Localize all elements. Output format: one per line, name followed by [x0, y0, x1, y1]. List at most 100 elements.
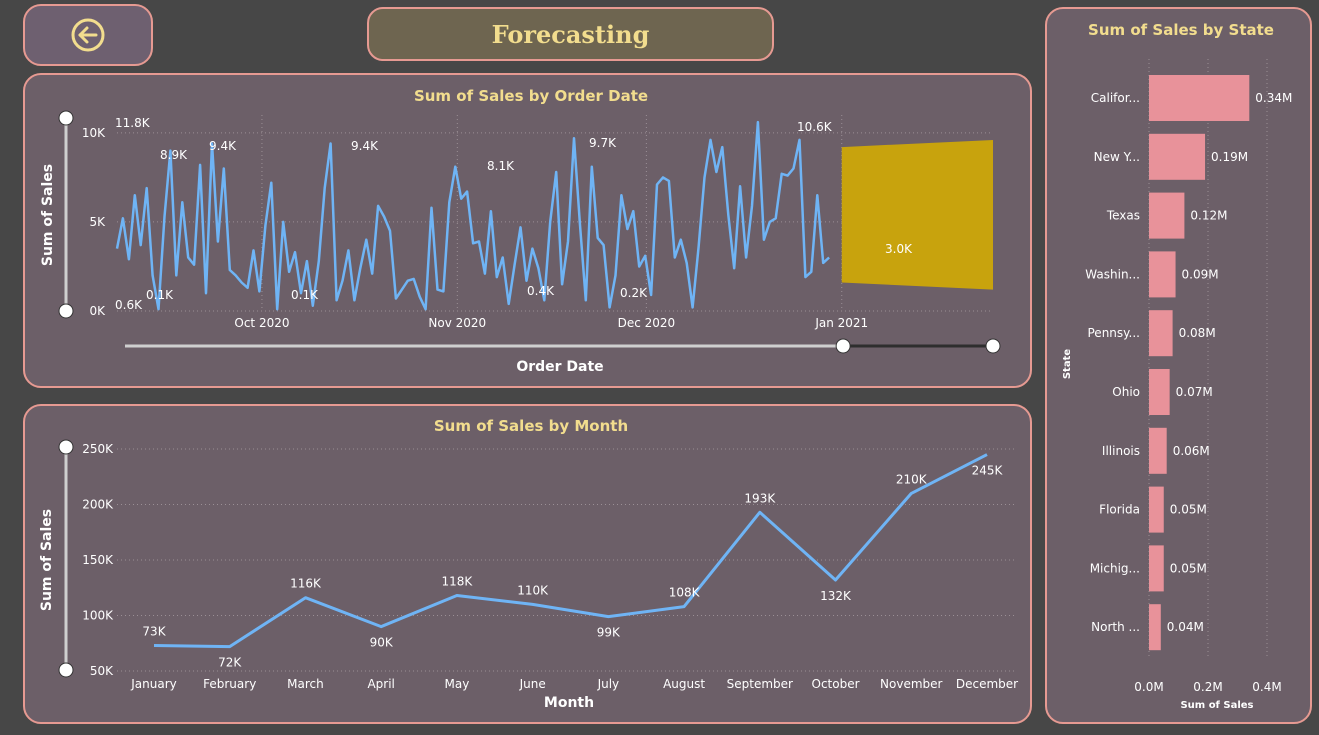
sales-line[interactable] — [115, 120, 830, 311]
x-tick-label: January — [130, 677, 177, 691]
bar-value-label: 0.05M — [1170, 503, 1207, 517]
state-bar[interactable] — [1149, 133, 1206, 180]
x-tick-label: Jan 2021 — [814, 316, 868, 330]
state-bar[interactable] — [1149, 604, 1161, 651]
data-label: 245K — [972, 464, 1004, 478]
state-label: Califor... — [1091, 91, 1140, 105]
data-label: 0.6K — [115, 298, 143, 312]
state-bar[interactable] — [1149, 486, 1164, 533]
data-label: 210K — [896, 472, 928, 486]
y-tick-label: 100K — [82, 609, 114, 623]
sales-by-month-chart[interactable]: Sum of Sales by Month 50K 100K 150K 200K 250… — [25, 406, 1030, 722]
data-label: 108K — [669, 586, 701, 600]
x-tick-label: April — [367, 677, 394, 691]
x-tick-label: Oct 2020 — [234, 316, 289, 330]
state-bar[interactable] — [1149, 310, 1173, 357]
x-tick-label: December — [956, 677, 1018, 691]
arrow-left-circle-icon — [71, 18, 105, 52]
data-label: 110K — [517, 583, 549, 597]
x-tick-label: July — [597, 677, 620, 691]
bar-value-label: 0.12M — [1190, 209, 1227, 223]
state-label: Michig... — [1090, 561, 1140, 575]
data-label: 9.7K — [589, 136, 617, 150]
y-axis-title: Sum of Sales — [39, 509, 55, 611]
x-axis-title: Month — [544, 695, 594, 711]
sales-line[interactable] — [153, 453, 988, 649]
data-label: 90K — [370, 636, 394, 650]
y-slider-top-handle[interactable] — [58, 439, 74, 455]
sales-by-order-date-panel[interactable]: Sum of Sales by Order Date 0K 5K 10K Oct 2… — [23, 73, 1032, 388]
x-tick-label: October — [812, 677, 860, 691]
x-slider-start-handle[interactable] — [835, 338, 851, 354]
state-label: North ... — [1091, 620, 1140, 634]
state-bar[interactable] — [1149, 251, 1176, 298]
y-tick-label: 5K — [89, 215, 106, 229]
y-tick-label: 250K — [82, 442, 114, 456]
state-bar[interactable] — [1149, 545, 1164, 592]
data-label: 72K — [218, 656, 242, 670]
x-tick-label: September — [727, 677, 793, 691]
x-tick-label: March — [287, 677, 324, 691]
state-label: Florida — [1099, 503, 1140, 517]
data-label: 0.1K — [291, 288, 319, 302]
sales-by-state-panel[interactable]: Sum of Sales by State Califor... 0.34M New… — [1045, 7, 1312, 724]
data-label: 99K — [597, 626, 621, 640]
x-axis-title: Order Date — [516, 359, 603, 375]
bar-value-label: 0.05M — [1170, 561, 1207, 575]
bar-value-label: 0.04M — [1167, 620, 1204, 634]
sales-by-order-date-chart[interactable]: Sum of Sales by Order Date 0K 5K 10K Oct 2… — [25, 75, 1030, 386]
y-tick-label: 10K — [82, 126, 106, 140]
state-label: Illinois — [1102, 444, 1140, 458]
state-label: New Y... — [1094, 150, 1140, 164]
y-tick-label: 50K — [90, 664, 114, 678]
sales-by-month-panel[interactable]: Sum of Sales by Month 50K 100K 150K 200K 250… — [23, 404, 1032, 724]
x-tick-label: 0.2M — [1193, 680, 1222, 694]
data-label: 0.1K — [146, 288, 174, 302]
page-title-card: Forecasting — [367, 7, 774, 61]
data-label: 3.0K — [885, 242, 913, 256]
y-axis-title: Sum of Sales — [40, 164, 56, 266]
x-axis-title: Sum of Sales — [1180, 700, 1253, 711]
x-tick-label: May — [445, 677, 470, 691]
chart-title: Sum of Sales by Month — [434, 417, 628, 435]
state-label: Ohio — [1112, 385, 1140, 399]
y-tick-label: 0K — [89, 304, 106, 318]
y-slider-top-handle[interactable] — [58, 110, 74, 126]
data-label: 73K — [142, 624, 166, 638]
data-label: 0.4K — [527, 284, 555, 298]
x-tick-label: 0.0M — [1134, 680, 1163, 694]
y-tick-label: 200K — [82, 498, 114, 512]
x-tick-label: Dec 2020 — [618, 316, 676, 330]
data-label: 193K — [744, 491, 776, 505]
state-label: Pennsy... — [1088, 326, 1141, 340]
bar-value-label: 0.09M — [1182, 267, 1219, 281]
x-slider-end-handle[interactable] — [985, 338, 1001, 354]
state-bar[interactable] — [1149, 192, 1185, 239]
state-label: Washin... — [1085, 267, 1140, 281]
x-tick-label: Nov 2020 — [428, 316, 486, 330]
data-label: 0.2K — [620, 286, 648, 300]
data-label: 9.4K — [351, 139, 379, 153]
bar-value-label: 0.08M — [1179, 326, 1216, 340]
state-bar[interactable] — [1149, 75, 1250, 121]
bar-value-label: 0.06M — [1173, 444, 1210, 458]
x-tick-label: June — [519, 677, 546, 691]
data-label: 8.9K — [160, 148, 188, 162]
y-tick-label: 150K — [82, 553, 114, 567]
y-slider-bottom-handle[interactable] — [58, 303, 74, 319]
x-tick-label: 0.4M — [1252, 680, 1281, 694]
y-slider-bottom-handle[interactable] — [58, 662, 74, 678]
chart-title: Sum of Sales by State — [1088, 21, 1274, 39]
x-tick-label: February — [203, 677, 256, 691]
back-button[interactable] — [23, 4, 153, 66]
data-label: 8.1K — [487, 159, 515, 173]
state-bar[interactable] — [1149, 427, 1167, 474]
forecast-band — [841, 139, 993, 290]
state-bar[interactable] — [1149, 369, 1170, 415]
sales-by-state-chart[interactable]: Sum of Sales by State Califor... 0.34M New… — [1047, 9, 1310, 722]
data-label: 11.8K — [115, 116, 151, 130]
data-label: 132K — [820, 589, 852, 603]
bar-value-label: 0.34M — [1255, 91, 1292, 105]
page-title: Forecasting — [491, 19, 650, 49]
data-label: 10.6K — [797, 120, 833, 134]
